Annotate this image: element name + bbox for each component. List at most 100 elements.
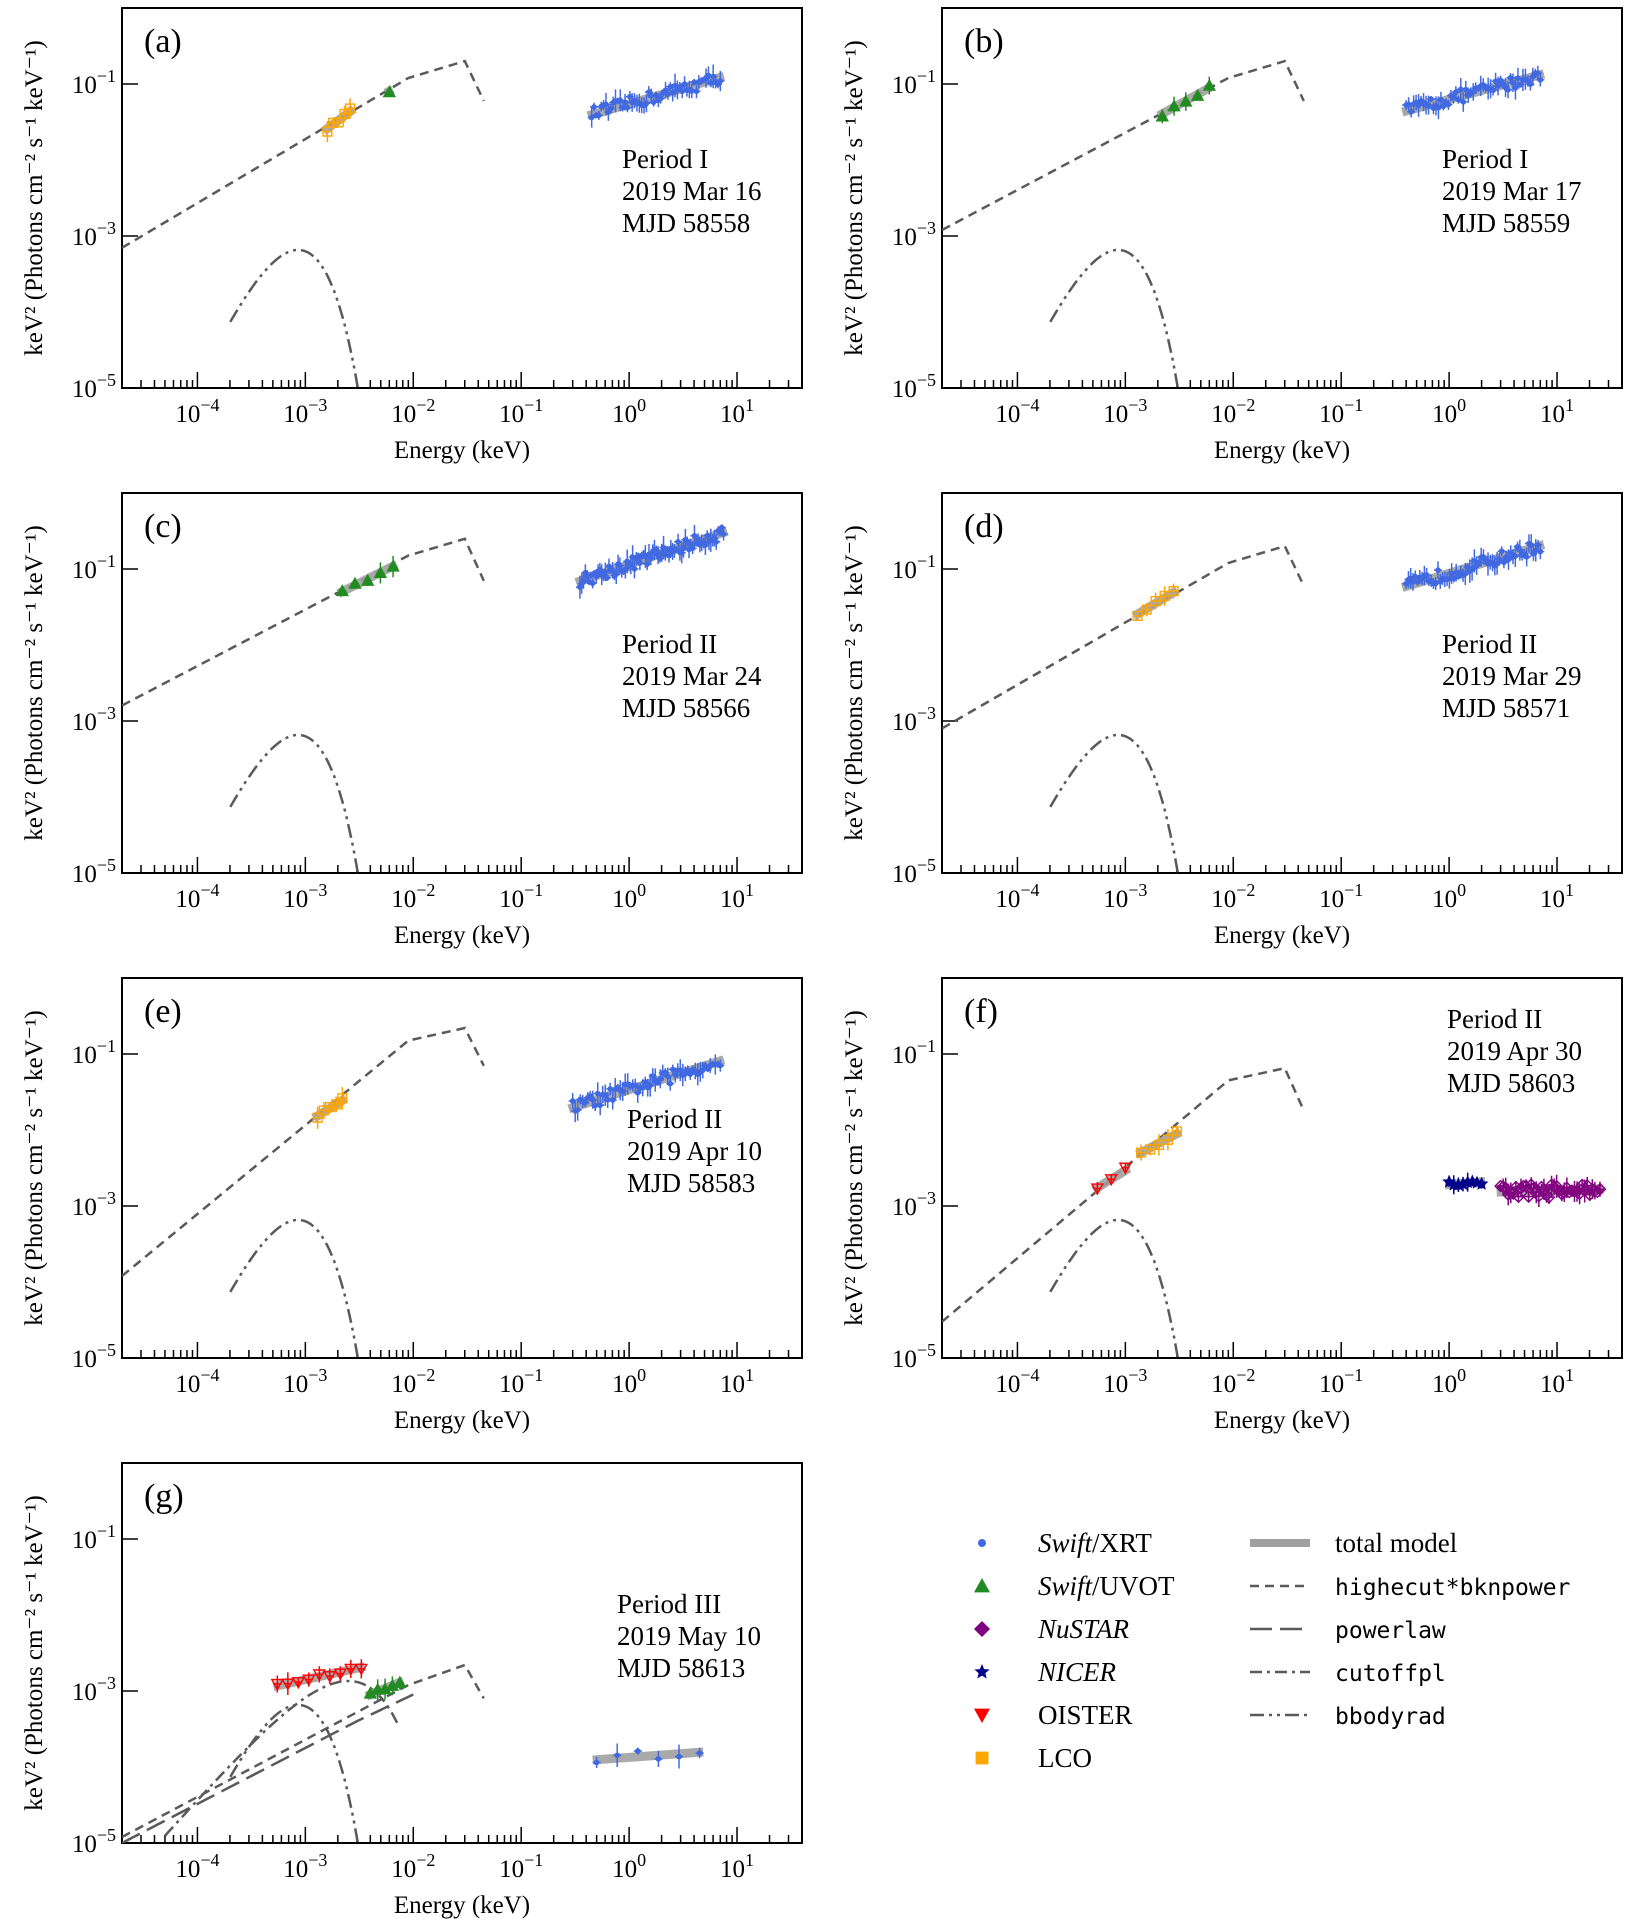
xrt-point bbox=[705, 72, 712, 79]
xrt-point bbox=[1438, 97, 1444, 103]
panel-label: (f) bbox=[964, 993, 998, 1030]
bknpower-line bbox=[942, 59, 1305, 232]
bbodyrad-line bbox=[1049, 733, 1180, 873]
xrt-point bbox=[634, 1089, 641, 1096]
xrt-point bbox=[717, 1062, 724, 1069]
xrt-point bbox=[1469, 566, 1475, 572]
uvot-point bbox=[382, 85, 397, 98]
xrt-point bbox=[1517, 81, 1524, 88]
legend-marker-nicer bbox=[974, 1664, 990, 1679]
oister-point bbox=[291, 1677, 306, 1690]
bbodyrad-line bbox=[1049, 1218, 1180, 1358]
bknpower-line bbox=[942, 1066, 1305, 1323]
xrt-point bbox=[691, 79, 697, 86]
bbodyrad-line bbox=[229, 1703, 360, 1843]
x-tick-label: 10−3 bbox=[1103, 1365, 1147, 1398]
xrt-point bbox=[1458, 86, 1464, 93]
xrt-point bbox=[631, 566, 638, 572]
xrt-point bbox=[675, 538, 681, 545]
x-tick-label: 100 bbox=[1432, 395, 1466, 428]
xrt-point bbox=[720, 531, 727, 537]
xrt-point bbox=[1435, 567, 1441, 573]
xrt-point bbox=[1494, 560, 1500, 567]
xrt-point bbox=[1517, 547, 1523, 553]
lco-point bbox=[1136, 1147, 1147, 1158]
plot-area bbox=[942, 59, 1546, 388]
x-tick-label: 100 bbox=[612, 880, 646, 913]
xrt-point bbox=[672, 1072, 679, 1078]
x-tick-label: 10−3 bbox=[1103, 880, 1147, 913]
panel-c: 10−4 10−3 10−2 10−1 100 101 10−1 10−3 10−5 Energy… bbox=[21, 492, 803, 949]
y-tick-label: 10−3 bbox=[72, 218, 116, 251]
x-tick-label: 10−3 bbox=[1103, 395, 1147, 428]
xrt-point bbox=[1535, 542, 1541, 548]
annotation-date: 2019 Mar 16 bbox=[622, 176, 761, 206]
bknpower-line bbox=[122, 537, 485, 707]
x-tick-label: 10−2 bbox=[391, 1365, 435, 1398]
xrt-point bbox=[1535, 70, 1541, 76]
x-tick-label: 101 bbox=[1540, 880, 1574, 913]
xrt-point bbox=[596, 112, 602, 119]
bknpower-line bbox=[942, 544, 1305, 730]
xrt-point bbox=[588, 114, 595, 121]
xrt-point bbox=[1462, 86, 1469, 93]
xrt-point bbox=[1414, 579, 1421, 585]
plot-frame bbox=[941, 7, 1623, 389]
x-tick-label: 10−4 bbox=[175, 880, 219, 913]
y-tick-label: 10−3 bbox=[72, 703, 116, 736]
plot-frame bbox=[941, 492, 1623, 874]
xrt-point bbox=[643, 100, 650, 107]
cutoffpl-line bbox=[164, 1679, 399, 1837]
nustar-point bbox=[1542, 1190, 1556, 1204]
x-tick-label: 10−2 bbox=[391, 1850, 435, 1883]
xrt-point bbox=[1501, 559, 1507, 566]
legend: Swift/XRT Swift/UVOT NuSTAR NICER OISTER LCO t… bbox=[974, 1528, 1570, 1773]
xrt-point bbox=[637, 560, 643, 566]
xrt-point bbox=[609, 1097, 616, 1103]
x-tick-label: 10−2 bbox=[1211, 395, 1255, 428]
xrt-point bbox=[664, 1073, 671, 1080]
lco-point bbox=[1168, 585, 1179, 597]
legend-label-oister: OISTER bbox=[1038, 1700, 1133, 1730]
xrt-point bbox=[1455, 96, 1462, 103]
uvot-point bbox=[1202, 78, 1217, 91]
panel-label: (a) bbox=[144, 23, 182, 60]
oister-point bbox=[281, 1678, 295, 1691]
xrt-point bbox=[604, 574, 610, 581]
x-tick-label: 10−3 bbox=[283, 1365, 327, 1398]
plot-area bbox=[942, 1066, 1607, 1358]
xrt-point bbox=[717, 78, 724, 84]
uvot-point bbox=[1179, 94, 1193, 107]
x-axis-label: Energy (keV) bbox=[394, 922, 530, 949]
legend-marker-xrt bbox=[978, 1539, 986, 1547]
x-tick-label: 10−3 bbox=[283, 395, 327, 428]
nustar-point bbox=[1573, 1187, 1587, 1201]
xrt-point bbox=[1505, 556, 1512, 563]
xrt-point bbox=[602, 1092, 609, 1099]
x-tick-label: 10−4 bbox=[175, 395, 219, 428]
annotation-period: Period III bbox=[617, 1589, 721, 1619]
xrt-point bbox=[1403, 580, 1409, 587]
powerlaw-line bbox=[122, 1693, 414, 1843]
x-tick-label: 100 bbox=[1432, 880, 1466, 913]
bknpower-line bbox=[122, 59, 485, 249]
xrt-point bbox=[649, 1073, 656, 1079]
x-tick-label: 10−1 bbox=[499, 395, 543, 428]
xrt-point bbox=[693, 88, 700, 95]
lco-point bbox=[1150, 595, 1161, 607]
annotation-date: 2019 Mar 24 bbox=[622, 661, 762, 691]
plot-area bbox=[122, 1659, 704, 1843]
xrt-point bbox=[657, 95, 664, 102]
annotation-mjd: MJD 58558 bbox=[622, 208, 750, 238]
x-tick-label: 10−4 bbox=[175, 1850, 219, 1883]
xrt-point bbox=[1490, 87, 1496, 94]
xrt-point bbox=[1408, 108, 1414, 115]
xrt-point bbox=[669, 89, 676, 96]
plot-area bbox=[122, 59, 726, 388]
y-tick-label: 10−3 bbox=[892, 218, 936, 251]
xrt-point bbox=[607, 105, 614, 112]
y-tick-label: 10−3 bbox=[892, 703, 936, 736]
x-tick-label: 10−2 bbox=[1211, 1365, 1255, 1398]
xrt-point bbox=[1537, 548, 1544, 555]
y-tick-label: 10−5 bbox=[892, 855, 936, 888]
